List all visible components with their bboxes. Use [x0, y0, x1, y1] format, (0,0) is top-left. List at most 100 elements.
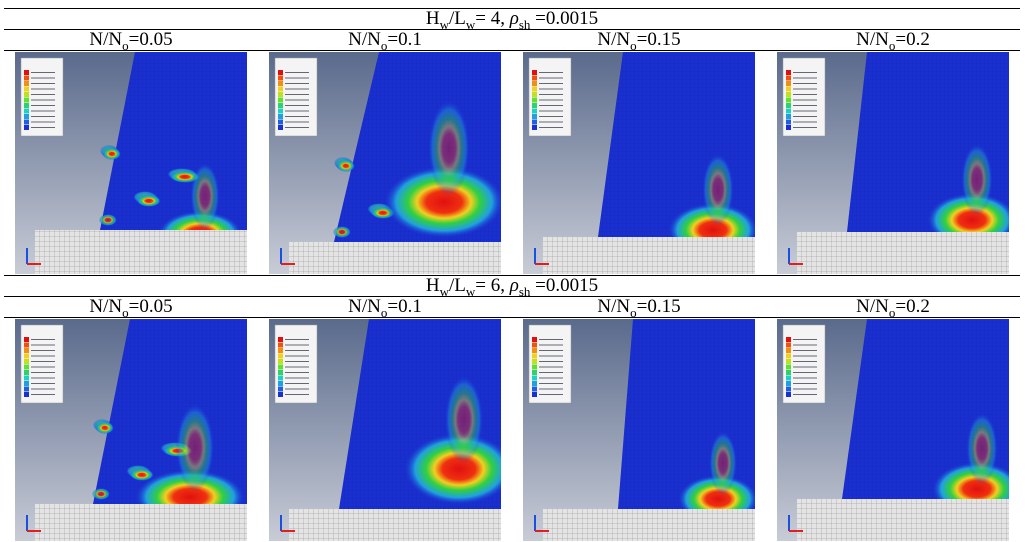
foundation [543, 509, 755, 541]
foundation [797, 232, 1009, 274]
legend-swatch [786, 87, 791, 92]
legend-swatch [278, 98, 283, 103]
legend-swatch [278, 365, 283, 370]
legend-swatch [786, 70, 791, 75]
legend-swatch [278, 109, 283, 114]
text-part: =0.15 [637, 29, 681, 50]
text-part: H [426, 275, 440, 296]
column-header: N/No=0.15 [512, 30, 766, 51]
legend-swatch [24, 348, 29, 353]
legend-swatch [532, 120, 537, 125]
legend-swatch [532, 103, 537, 108]
damage-plume [702, 154, 734, 226]
legend-swatch [278, 125, 283, 130]
legend-swatch [786, 365, 791, 370]
legend-swatch [786, 109, 791, 114]
legend-swatch [532, 354, 537, 359]
damage-spot [333, 226, 351, 238]
text-part: =0.1 [387, 29, 421, 50]
text-part: =0.1 [387, 296, 421, 317]
column-header: N/No=0.2 [766, 297, 1020, 318]
legend-swatch [532, 359, 537, 364]
text-part: N/N [348, 296, 381, 317]
image-cell [258, 318, 512, 542]
text-part: N/N [597, 29, 630, 50]
damage-plume [966, 413, 998, 485]
image-cell [512, 51, 766, 276]
subscript: sh [519, 17, 531, 32]
legend-swatch [24, 387, 29, 392]
legend-swatch [532, 87, 537, 92]
legend-swatch [532, 92, 537, 97]
legend-swatch [24, 376, 29, 381]
text-part: = 4, [475, 8, 509, 29]
legend-swatch [786, 354, 791, 359]
text-part: =0.0015 [530, 8, 598, 29]
image-cell [766, 51, 1020, 276]
legend-swatch [532, 348, 537, 353]
column-header: N/No=0.05 [4, 297, 258, 318]
legend-swatch [786, 381, 791, 386]
legend-swatch [278, 92, 283, 97]
text-part: /L [449, 8, 466, 29]
subscript: w [440, 17, 449, 32]
legend-swatch [24, 343, 29, 348]
text-part: ρ [510, 8, 519, 29]
legend-swatch [786, 103, 791, 108]
image-cell [4, 51, 258, 276]
contour-image [269, 319, 501, 541]
legend-swatch [24, 114, 29, 119]
legend-swatch [786, 392, 791, 397]
text-part: N/N [89, 296, 122, 317]
image-cell [512, 318, 766, 542]
legend-swatch [278, 120, 283, 125]
image-row [4, 318, 1020, 542]
subscript: w [466, 284, 475, 299]
damage-spot [137, 195, 161, 207]
legend-swatch [786, 120, 791, 125]
legend-swatch [532, 109, 537, 114]
legend-swatch [532, 376, 537, 381]
legend-swatch [24, 359, 29, 364]
legend-swatch [278, 354, 283, 359]
text-part: N/N [856, 29, 889, 50]
legend-swatch [278, 81, 283, 86]
legend-swatch [278, 392, 283, 397]
legend-swatch [24, 70, 29, 75]
legend-swatch [278, 103, 283, 108]
column-header: N/No=0.1 [258, 297, 512, 318]
section-title-row: Hw/Lw= 4, ρsh =0.0015 [4, 9, 1020, 30]
legend-swatch [278, 359, 283, 364]
foundation [289, 242, 501, 274]
damage-plume [709, 431, 737, 495]
text-part: =0.05 [129, 29, 173, 50]
damage-plume [961, 144, 993, 216]
subscript: sh [519, 284, 531, 299]
text-part: =0.05 [129, 296, 173, 317]
legend-swatch [532, 387, 537, 392]
legend-swatch [532, 370, 537, 375]
damage-plume [428, 100, 470, 196]
legend-swatch [24, 81, 29, 86]
legend-swatch [786, 76, 791, 81]
legend-swatch [278, 376, 283, 381]
subscript: w [466, 17, 475, 32]
legend-swatch [24, 381, 29, 386]
text-part: = 6, [475, 275, 509, 296]
legend-swatch [532, 343, 537, 348]
image-cell [4, 318, 258, 542]
legend-swatch [532, 125, 537, 130]
legend-swatch [786, 376, 791, 381]
legend-swatch [786, 98, 791, 103]
contour-image [269, 52, 501, 274]
legend-swatch [24, 76, 29, 81]
legend-swatch [532, 98, 537, 103]
legend-swatch [532, 70, 537, 75]
legend-swatch [786, 359, 791, 364]
legend-swatch [786, 337, 791, 342]
damage-spot [337, 160, 355, 172]
legend-swatch [532, 114, 537, 119]
